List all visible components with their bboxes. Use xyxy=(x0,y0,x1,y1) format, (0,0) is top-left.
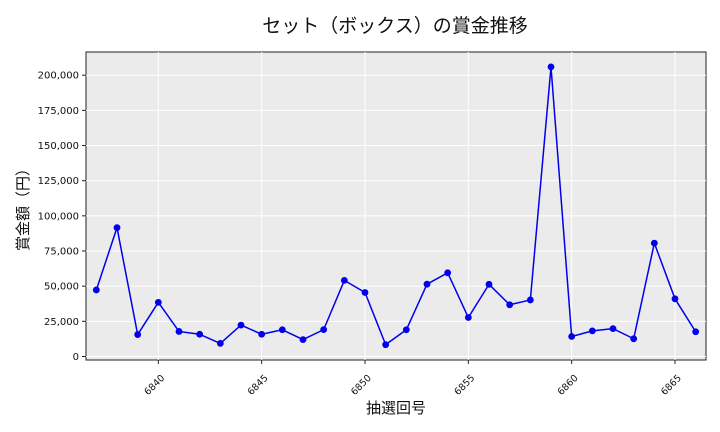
chart-title: セット（ボックス）の賞金推移 xyxy=(262,15,527,37)
data-point xyxy=(134,331,142,338)
x-tick-label: 6840 xyxy=(142,373,167,398)
data-point xyxy=(113,224,121,232)
data-point xyxy=(444,269,452,277)
x-tick-label: 6845 xyxy=(246,373,271,398)
data-point xyxy=(237,321,245,329)
y-tick-label: 25,000 xyxy=(44,317,79,328)
data-point xyxy=(609,325,617,333)
data-point xyxy=(154,298,162,306)
data-point xyxy=(320,326,328,334)
y-tick-label: 0 xyxy=(73,352,79,363)
data-point xyxy=(568,333,576,340)
y-tick-label: 50,000 xyxy=(44,282,79,293)
y-tick-label: 125,000 xyxy=(38,176,79,187)
data-point xyxy=(671,295,679,303)
y-tick-label: 75,000 xyxy=(44,247,79,258)
data-point xyxy=(216,340,224,347)
data-point xyxy=(506,301,514,309)
x-tick-label: 6855 xyxy=(452,373,477,398)
data-point xyxy=(196,330,204,338)
series-line xyxy=(95,66,697,346)
data-point xyxy=(340,276,348,284)
data-point xyxy=(588,327,596,335)
y-axis-label: 賞金額（円） xyxy=(14,161,32,251)
data-point xyxy=(630,335,638,343)
x-axis-label: 抽選回号 xyxy=(366,399,426,417)
y-tick-label: 100,000 xyxy=(38,211,79,222)
data-point xyxy=(485,280,493,288)
x-tick-label: 6865 xyxy=(659,373,684,398)
data-point xyxy=(547,63,555,71)
data-point xyxy=(692,328,700,336)
data-point xyxy=(258,330,266,338)
data-point xyxy=(464,314,472,321)
data-point xyxy=(402,326,410,334)
y-tick-label: 175,000 xyxy=(38,106,79,117)
data-point xyxy=(92,286,100,294)
data-point xyxy=(175,328,183,335)
plot-area xyxy=(85,51,707,361)
data-point xyxy=(278,326,286,334)
data-point xyxy=(299,336,307,344)
data-point xyxy=(361,289,369,296)
series-layer xyxy=(92,63,700,349)
x-tick-label: 6860 xyxy=(556,373,581,398)
data-point xyxy=(423,280,431,288)
grid xyxy=(86,52,706,360)
data-point xyxy=(650,239,658,247)
x-tick-label: 6850 xyxy=(349,373,374,398)
y-tick-label: 150,000 xyxy=(38,141,79,152)
y-tick-label: 200,000 xyxy=(38,71,79,82)
data-point xyxy=(526,296,534,304)
data-point xyxy=(382,341,390,349)
